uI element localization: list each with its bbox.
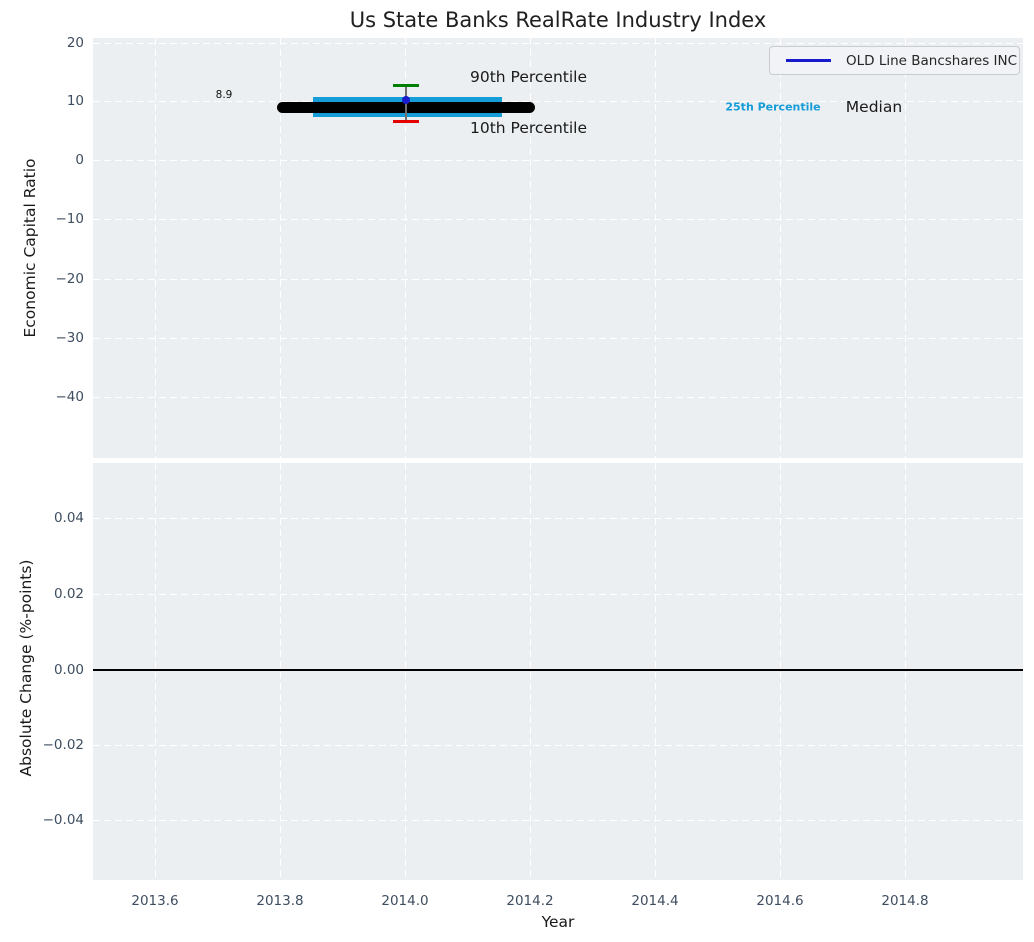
ytick-label: 20 <box>66 35 84 51</box>
gridline-v <box>780 463 781 880</box>
y-axis-label-bottom: Absolute Change (%-points) <box>17 559 35 777</box>
ytick-label: −0.04 <box>42 812 84 828</box>
gridline-v <box>780 38 781 458</box>
gridline-v <box>655 463 656 880</box>
ytick-label: −0.02 <box>42 737 84 753</box>
x-axis-label: Year <box>541 913 575 931</box>
gridline-v <box>530 38 531 458</box>
gridline-h <box>93 160 1023 161</box>
ytick-label: 0.02 <box>53 586 84 602</box>
ytick-label: −30 <box>55 330 85 346</box>
p10-annotation: 10th Percentile <box>470 119 588 137</box>
gridline-v <box>905 38 906 458</box>
xtick-label: 2013.8 <box>256 893 304 909</box>
xtick-label: 2014.8 <box>881 893 929 909</box>
xtick-label: 2014.0 <box>381 893 429 909</box>
gridline-h <box>93 219 1023 220</box>
ytick-label: −10 <box>55 211 85 227</box>
ytick-label: −20 <box>55 271 85 287</box>
legend-entry-label: OLD Line Bancshares INC <box>846 52 1018 69</box>
xtick-label: 2014.6 <box>756 893 804 909</box>
gridline-v <box>530 463 531 880</box>
axes-absolute-change <box>93 463 1023 880</box>
company-marker-dot <box>402 96 410 104</box>
ytick-label: 10 <box>66 93 84 109</box>
gridline-v <box>405 38 406 458</box>
axes-economic-capital-ratio <box>93 38 1023 458</box>
p90-annotation: 90th Percentile <box>470 68 588 86</box>
chart-title: Us State Banks RealRate Industry Index <box>349 8 767 32</box>
errorbar-stem <box>405 87 407 121</box>
gridline-v <box>155 463 156 880</box>
xtick-label: 2013.6 <box>131 893 179 909</box>
gridline-v <box>655 38 656 458</box>
gridline-h <box>93 594 1023 595</box>
median-annotation: Median <box>845 98 903 116</box>
gridline-h <box>93 279 1023 280</box>
y-axis-label-top: Economic Capital Ratio <box>21 158 39 338</box>
legend-line-sample <box>786 59 831 62</box>
ytick-label: 0 <box>75 152 84 168</box>
xtick-label: 2014.2 <box>506 893 554 909</box>
gridline-v <box>280 463 281 880</box>
p10-errorbar-cap <box>393 120 419 123</box>
p25-annotation: 25th Percentile <box>725 100 821 114</box>
gridline-h <box>93 518 1023 519</box>
median-value-annotation: 8.9 <box>215 89 233 101</box>
gridline-h <box>93 397 1023 398</box>
gridline-h <box>93 820 1023 821</box>
gridline-v <box>280 38 281 458</box>
gridline-h <box>93 101 1023 102</box>
ytick-label: 0.00 <box>53 662 84 678</box>
gridline-h <box>93 338 1023 339</box>
gridline-v <box>905 463 906 880</box>
gridline-h <box>93 43 1023 44</box>
gridline-v <box>155 38 156 458</box>
gridline-v <box>405 463 406 880</box>
gridline-h <box>93 745 1023 746</box>
p90-errorbar-cap <box>393 84 419 87</box>
ytick-label: 0.04 <box>53 510 84 526</box>
legend: OLD Line Bancshares INC <box>769 46 1020 75</box>
xtick-label: 2014.4 <box>631 893 679 909</box>
zero-reference-line <box>93 669 1023 671</box>
ytick-label: −40 <box>55 389 85 405</box>
